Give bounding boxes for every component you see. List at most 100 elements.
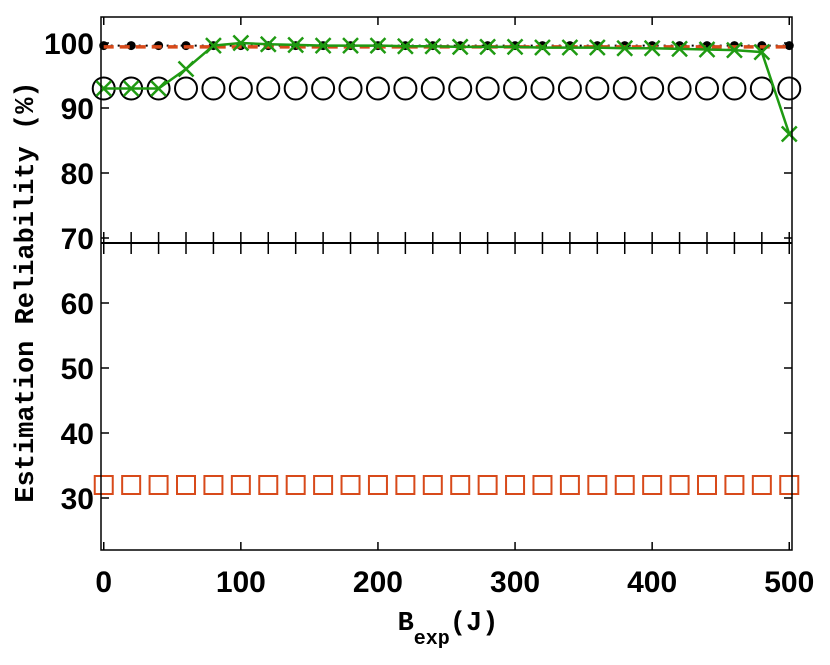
y-axis-label: Estimation Reliability (%) xyxy=(12,81,42,502)
square-marker xyxy=(477,475,498,495)
circle-marker xyxy=(311,76,336,101)
series-1 xyxy=(93,475,800,495)
x-tick-label: 0 xyxy=(95,566,112,599)
axis-labels: 0 100 200 300 400 500 30 40 50 60 70 80 90 100 Bexp(J)… xyxy=(12,28,814,651)
x-marker xyxy=(205,37,222,54)
x-tick-label: 400 xyxy=(627,566,677,599)
circle-marker xyxy=(475,76,500,101)
x-marker xyxy=(534,39,551,56)
circle-marker xyxy=(640,76,665,101)
x-marker xyxy=(753,43,771,61)
x-marker xyxy=(122,80,140,97)
square-marker xyxy=(313,475,334,495)
x-marker xyxy=(314,37,332,54)
square-marker xyxy=(642,475,663,495)
circle-marker xyxy=(256,76,281,101)
circle-marker xyxy=(174,76,199,101)
circle-marker xyxy=(667,76,692,101)
plot-marks xyxy=(91,34,802,495)
square-marker xyxy=(121,475,142,495)
circle-marker xyxy=(283,76,308,101)
x-marker xyxy=(177,60,195,78)
circle-marker xyxy=(228,76,253,101)
circle-marker xyxy=(448,76,473,101)
square-marker xyxy=(779,475,800,495)
x-axis-label-main: B xyxy=(398,609,414,639)
circle-marker xyxy=(393,76,418,101)
y-tick-label: 90 xyxy=(61,93,94,126)
x-marker xyxy=(588,39,606,56)
circle-marker xyxy=(420,76,445,101)
square-marker xyxy=(422,475,443,495)
x-marker xyxy=(95,80,113,97)
square-marker xyxy=(669,475,690,495)
x-marker xyxy=(424,37,442,55)
square-marker xyxy=(614,475,635,495)
circle-marker xyxy=(722,76,747,101)
x-marker xyxy=(671,40,688,58)
x-marker xyxy=(259,35,277,53)
y-tick-label: 30 xyxy=(61,483,94,516)
series-0 xyxy=(91,76,802,101)
x-marker xyxy=(287,36,305,54)
circle-marker xyxy=(585,76,610,101)
y-tick-label: 100 xyxy=(44,28,94,61)
series-4-line xyxy=(103,41,791,135)
x-marker xyxy=(451,38,469,56)
square-marker xyxy=(230,475,251,495)
square-marker xyxy=(450,475,471,495)
x-marker xyxy=(396,37,414,55)
x-marker xyxy=(506,38,524,56)
x-tick-label: 200 xyxy=(353,566,403,599)
square-marker xyxy=(587,475,608,495)
square-marker xyxy=(724,475,745,495)
square-marker xyxy=(532,475,553,495)
square-marker xyxy=(751,475,772,495)
y-tick-label: 80 xyxy=(61,158,94,191)
square-marker xyxy=(696,475,717,495)
y-tick-label: 60 xyxy=(61,288,94,321)
square-marker xyxy=(176,475,197,495)
x-marker xyxy=(479,38,497,56)
square-marker xyxy=(93,475,114,495)
square-marker xyxy=(340,475,361,495)
y-tick-label: 70 xyxy=(61,223,94,256)
circle-marker xyxy=(338,76,363,101)
circle-marker xyxy=(530,76,555,101)
square-marker xyxy=(559,475,580,495)
circle-marker xyxy=(365,76,390,101)
x-marker xyxy=(698,41,716,58)
circle-marker xyxy=(503,76,528,101)
x-marker xyxy=(780,125,798,143)
x-marker xyxy=(369,37,387,54)
circle-marker xyxy=(557,76,582,101)
square-marker xyxy=(395,475,416,495)
square-marker xyxy=(258,475,279,495)
circle-marker xyxy=(694,76,719,101)
square-marker xyxy=(505,475,526,495)
x-tick-label: 100 xyxy=(216,566,266,599)
x-marker xyxy=(150,80,167,97)
axes xyxy=(100,16,793,551)
square-marker xyxy=(203,475,224,495)
y-tick-label: 50 xyxy=(61,353,94,386)
x-marker xyxy=(726,41,743,59)
square-marker xyxy=(148,475,169,495)
y-tick-label: 40 xyxy=(61,418,94,451)
x-marker xyxy=(616,39,634,57)
circle-marker xyxy=(201,76,226,101)
x-marker xyxy=(561,39,579,56)
circle-marker xyxy=(777,76,802,101)
square-marker xyxy=(285,475,306,495)
x-marker xyxy=(643,39,661,57)
x-axis-label-subscript: exp xyxy=(414,628,450,651)
circle-marker xyxy=(749,76,774,101)
plot-frame xyxy=(100,16,793,551)
circle-marker xyxy=(612,76,637,101)
x-tick-label: 500 xyxy=(764,566,814,599)
x-axis-label-suffix: (J) xyxy=(450,609,499,639)
x-marker xyxy=(342,37,359,54)
square-marker xyxy=(367,475,388,495)
series-4 xyxy=(95,34,798,143)
